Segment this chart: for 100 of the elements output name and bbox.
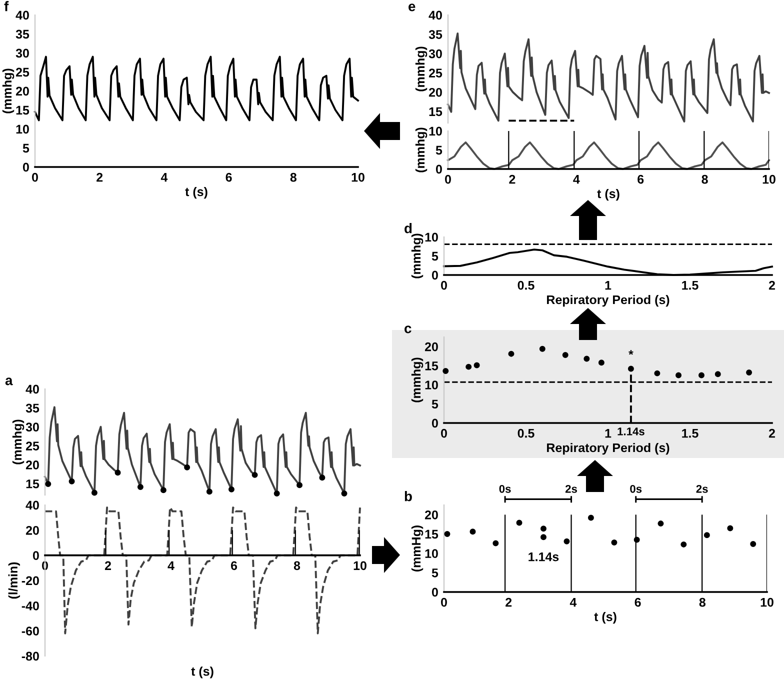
y-tick-label: 10 xyxy=(425,232,438,242)
y-tick-label: 5 xyxy=(22,144,30,153)
point xyxy=(564,538,570,544)
x-tick-label: 10 xyxy=(762,174,776,184)
text: 0s xyxy=(630,484,642,493)
y-tick-label: 35 xyxy=(16,30,30,39)
x-tick-label: 6 xyxy=(230,561,238,570)
x-tick-label: 2 xyxy=(509,174,516,184)
x-tick-label: 8 xyxy=(702,174,708,184)
y-tick-label: 10 xyxy=(429,126,442,136)
y-tick-label: 40 xyxy=(428,10,442,20)
point xyxy=(274,490,280,496)
x-tick-label: 1.5 xyxy=(682,429,698,438)
x-tick-label: 4 xyxy=(573,175,580,184)
point xyxy=(160,487,166,494)
y-tick-label: 10 xyxy=(425,380,438,390)
y-tick-label: 20 xyxy=(16,86,29,96)
point xyxy=(540,534,546,540)
point xyxy=(588,514,594,521)
x-tick-label: 6 xyxy=(634,598,641,607)
point xyxy=(444,531,450,537)
y-axis-title: (mmhg) xyxy=(2,68,14,114)
point xyxy=(611,540,618,546)
x-tick-label: 4 xyxy=(160,173,168,182)
y-tick-label: 20 xyxy=(424,510,438,520)
point xyxy=(470,528,476,535)
x-tick-label: 2 xyxy=(768,428,775,438)
y-tick-label: -20 xyxy=(22,576,39,586)
point xyxy=(676,372,682,378)
text: 2s xyxy=(696,484,708,493)
chart-title: c xyxy=(404,326,412,334)
y-tick-label: 30 xyxy=(428,49,442,58)
x-axis-title: Repiratory Period (s) xyxy=(547,294,670,307)
x-tick-label: 4 xyxy=(168,561,174,570)
point xyxy=(466,364,472,370)
y-axis-title: (mmhg) xyxy=(411,234,424,278)
x-axis-title: t (s) xyxy=(597,188,620,201)
x-tick-label: 1 xyxy=(605,281,612,290)
y-tick-label: 0 xyxy=(22,162,29,172)
point xyxy=(296,482,303,488)
y-tick-label: 20 xyxy=(26,460,39,470)
point xyxy=(508,350,514,357)
point xyxy=(628,366,634,372)
x-tick-label: 8 xyxy=(290,172,296,182)
y-tick-label: 5 xyxy=(432,252,438,261)
line-series xyxy=(447,32,770,122)
x-tick-label: 10 xyxy=(354,561,366,570)
point xyxy=(91,490,98,496)
y-tick-label: 35 xyxy=(428,30,442,39)
line-series xyxy=(34,56,359,122)
y-tick-label: 5 xyxy=(432,400,438,409)
x-tick-label: 2 xyxy=(96,172,103,182)
y-tick-label: 0 xyxy=(432,418,438,428)
x-tick-label: 8 xyxy=(699,598,706,607)
y-tick-label: 0 xyxy=(432,588,438,597)
x-tick-label: 6 xyxy=(638,174,644,184)
line-series xyxy=(447,141,770,170)
x-tick-label: 10 xyxy=(352,172,364,182)
chart-title: b xyxy=(404,491,412,502)
y-tick-label: 30 xyxy=(26,422,39,432)
point xyxy=(539,346,546,352)
point xyxy=(598,360,604,366)
point xyxy=(474,362,480,368)
y-tick-label: 0 xyxy=(432,270,438,280)
annotation: 1.14s xyxy=(528,552,559,562)
chart-title: f xyxy=(4,1,9,12)
y-tick-label: -60 xyxy=(22,626,39,636)
y-tick-label: 15 xyxy=(425,530,438,539)
annotation: * xyxy=(628,350,634,355)
chart-title: d xyxy=(404,223,412,234)
point xyxy=(442,368,449,374)
point xyxy=(184,464,190,470)
point xyxy=(584,356,590,362)
y-tick-label: 25 xyxy=(428,68,442,78)
x-tick-label: 2 xyxy=(104,561,111,570)
point xyxy=(319,474,326,481)
y-tick-label: -40 xyxy=(22,601,39,610)
y-tick-label: 25 xyxy=(16,68,30,77)
x-tick-label: 0 xyxy=(445,174,451,184)
y-tick-label: 15 xyxy=(16,106,30,115)
point xyxy=(228,486,234,492)
y-tick-label: 20 xyxy=(26,526,39,535)
y-axis-title: (mmhg) xyxy=(411,358,424,402)
x-tick-label: 6 xyxy=(226,172,232,182)
x-axis-title: t (s) xyxy=(185,186,208,199)
y-tick-label: 25 xyxy=(26,442,40,450)
point xyxy=(654,370,660,376)
point xyxy=(540,526,546,532)
point xyxy=(516,520,522,526)
point xyxy=(714,371,721,378)
chart-title: a xyxy=(5,378,13,386)
y-tick-label: 5 xyxy=(432,568,438,578)
y-tick-label: 5 xyxy=(436,146,442,155)
y-tick-label: 15 xyxy=(429,107,442,116)
point xyxy=(746,370,752,376)
x-tick-label: 1.5 xyxy=(682,281,698,290)
point xyxy=(698,372,704,378)
y-tick-label: 15 xyxy=(425,362,438,370)
x-tick-label: 2 xyxy=(506,598,512,607)
y-tick-label: 35 xyxy=(26,404,40,413)
